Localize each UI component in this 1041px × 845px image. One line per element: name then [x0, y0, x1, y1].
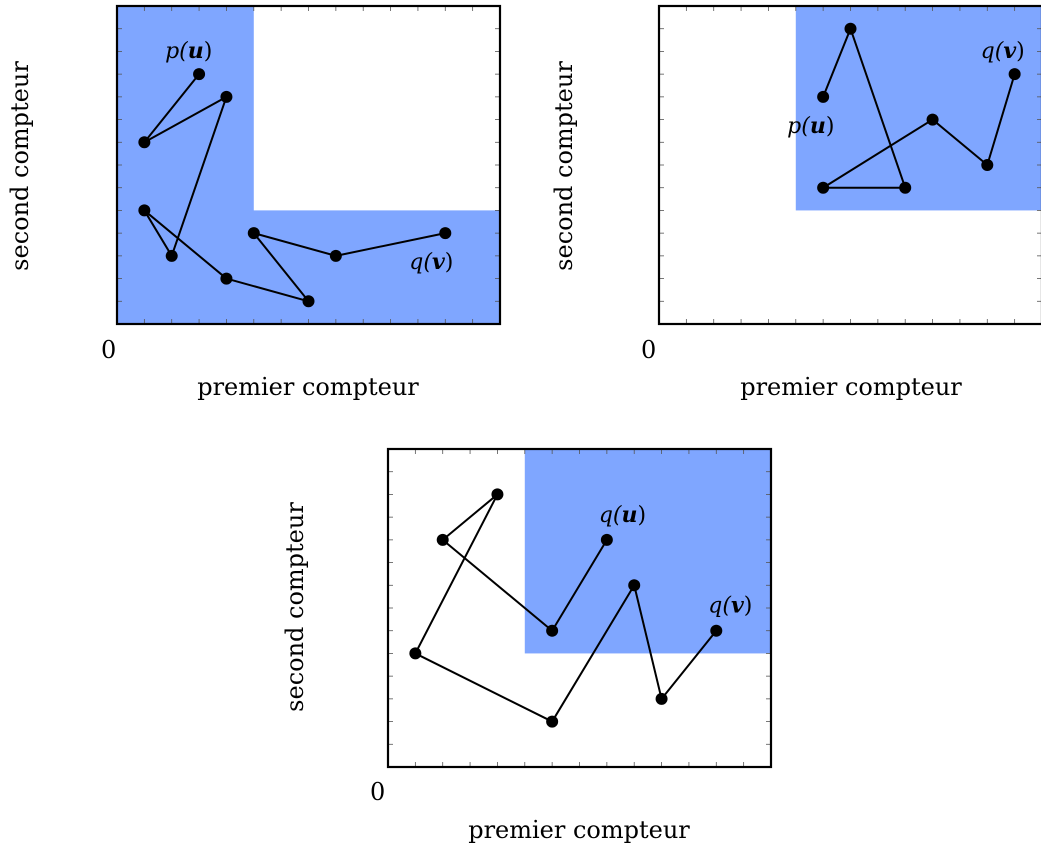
trajectory-line [143, 73, 446, 303]
plot-frame [386, 447, 773, 769]
trajectory-point [329, 249, 342, 262]
point-label: p(u) [165, 38, 212, 64]
trajectory-point [710, 624, 723, 637]
x-axis-label: premier compteur [740, 373, 962, 401]
y-axis-label: second compteur [6, 61, 34, 271]
trajectory-point [491, 488, 504, 501]
trajectory-point [220, 272, 233, 285]
trajectory-point [165, 249, 178, 262]
point-labels: p(u) q(v) [165, 38, 453, 275]
region-fill [795, 6, 1041, 211]
region-upper-right [524, 449, 771, 654]
diagram-3: q(u) q(v) 0 premier compteur second compt… [281, 447, 773, 844]
trajectory-point [655, 692, 668, 705]
trajectory-point [138, 136, 151, 149]
trajectory-point [899, 181, 912, 194]
x-axis-label: premier compteur [197, 373, 419, 401]
region-l-shape [117, 6, 500, 324]
point-label: q(v) [708, 593, 752, 619]
plot-frame [657, 4, 1041, 326]
trajectory-point [546, 715, 559, 728]
trajectory-point [926, 113, 939, 126]
y-axis-label: second compteur [550, 61, 578, 271]
region-fill [524, 449, 771, 654]
trajectory-point [546, 624, 559, 637]
point-label: q(v) [981, 38, 1025, 64]
trajectory [138, 68, 452, 308]
trajectory-point [193, 68, 206, 81]
trajectory-point [220, 90, 233, 103]
trajectory-point [409, 647, 422, 660]
point-label: q(v) [409, 249, 453, 275]
point-labels: p(u) q(v) [787, 38, 1025, 139]
point-labels: q(u) q(v) [599, 502, 752, 619]
trajectory-point [1008, 68, 1021, 81]
point-label: p(u) [787, 113, 834, 139]
diagram-1: p(u) q(v) 0 premier compteur second compt… [6, 4, 502, 401]
region-fill [117, 6, 500, 324]
trajectory-point [302, 295, 315, 308]
trajectory-point [247, 227, 260, 240]
y-axis-label: second compteur [281, 502, 309, 712]
trajectory-point [817, 90, 830, 103]
trajectory-point [439, 227, 452, 240]
origin-label: 0 [370, 778, 385, 806]
region-upper-right [795, 6, 1041, 211]
trajectory-point [817, 181, 830, 194]
trajectory-point [600, 533, 613, 546]
trajectory-point [436, 533, 449, 546]
trajectory-point [138, 204, 151, 217]
trajectory-point [628, 579, 641, 592]
trajectory [817, 22, 1021, 194]
point-label: q(u) [599, 502, 646, 528]
origin-label: 0 [101, 336, 116, 364]
x-axis-label: premier compteur [468, 816, 690, 844]
trajectory-point [844, 22, 857, 35]
diagram-2: p(u) q(v) 0 premier compteur second compt… [550, 4, 1041, 401]
plot-frame [115, 4, 502, 326]
trajectory-point [981, 159, 994, 171]
trajectory [409, 488, 723, 728]
origin-label: 0 [641, 336, 656, 364]
